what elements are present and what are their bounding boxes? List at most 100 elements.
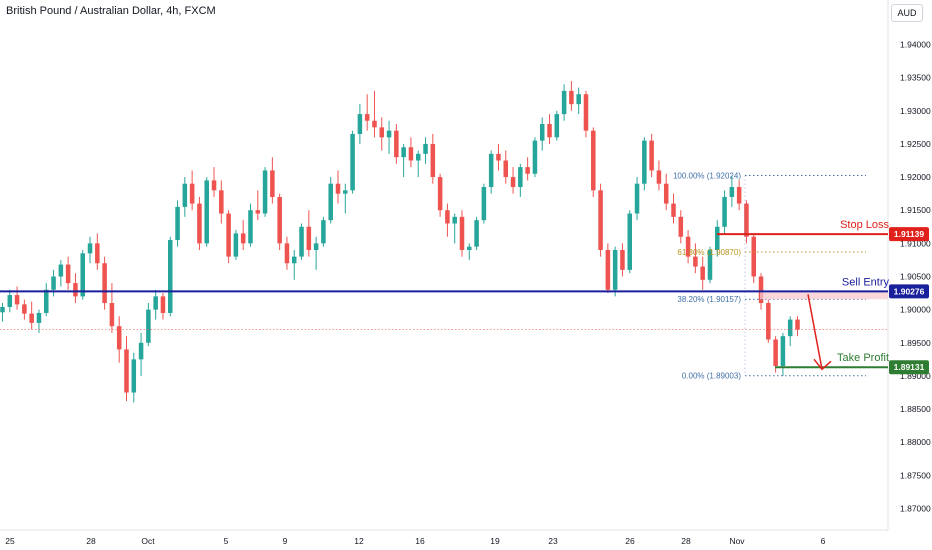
y-tick-label: 1.88500 bbox=[900, 404, 931, 414]
candle-body bbox=[532, 140, 538, 174]
y-tick-label: 1.89500 bbox=[900, 338, 931, 348]
sell-entry-label: Sell Entry bbox=[842, 276, 890, 288]
stop-loss-badge bbox=[889, 227, 929, 242]
candle-body bbox=[153, 296, 158, 310]
candle-body bbox=[189, 183, 195, 204]
candle-body bbox=[715, 226, 720, 250]
candle-body bbox=[525, 167, 530, 174]
price-axis: 1.94000 1.93500 1.93000 1.92500 1.92000 1.915… bbox=[887, 0, 931, 530]
candle-body bbox=[138, 342, 144, 360]
candle-body bbox=[700, 266, 705, 280]
candle-body bbox=[474, 220, 479, 247]
candle-body bbox=[744, 203, 749, 237]
candle-body bbox=[321, 220, 326, 244]
fib-level-label: 61.80% (1.90870) bbox=[677, 248, 741, 257]
candle-body bbox=[87, 243, 93, 254]
chart-title: British Pound / Australian Dollar, 4h, F… bbox=[6, 5, 216, 17]
y-tick-label: 1.91000 bbox=[900, 238, 931, 248]
candlesticks bbox=[0, 80, 800, 403]
x-tick-label: 19 bbox=[490, 536, 500, 546]
candle-body bbox=[299, 226, 304, 257]
x-tick-label: Nov bbox=[729, 536, 745, 546]
candle-body bbox=[795, 319, 800, 330]
candle-body bbox=[131, 359, 137, 393]
x-tick-label: 28 bbox=[681, 536, 691, 546]
candle-body bbox=[44, 289, 49, 313]
candle-body bbox=[576, 94, 581, 105]
take-profit-badge-text: 1.89131 bbox=[894, 362, 925, 372]
candle-body bbox=[14, 295, 20, 305]
candle-body bbox=[270, 170, 275, 197]
candle-body bbox=[167, 240, 173, 313]
y-tick-label: 1.92000 bbox=[900, 172, 931, 182]
candle-body bbox=[598, 190, 603, 250]
candle-body bbox=[379, 127, 385, 138]
candle-body bbox=[488, 153, 494, 188]
candle-body bbox=[306, 226, 312, 250]
candle-body bbox=[343, 190, 348, 194]
x-tick-label: 16 bbox=[415, 536, 425, 546]
sell-zone bbox=[760, 291, 888, 300]
candle-body bbox=[219, 190, 224, 214]
x-tick-label: Oct bbox=[141, 536, 155, 546]
candle-body bbox=[36, 312, 42, 323]
candle-body bbox=[7, 295, 13, 307]
candle-body bbox=[518, 167, 523, 188]
candle-body bbox=[678, 216, 684, 237]
candle-body bbox=[277, 196, 282, 244]
candle-body bbox=[401, 147, 406, 158]
candle-body bbox=[569, 90, 574, 105]
y-tick-label: 1.94000 bbox=[900, 40, 931, 50]
y-tick-label: 1.88000 bbox=[900, 437, 931, 447]
candle-body bbox=[102, 263, 107, 304]
candle-body bbox=[160, 296, 166, 313]
candle-body bbox=[423, 143, 428, 154]
candle-body bbox=[773, 339, 778, 366]
candle-body bbox=[642, 140, 647, 184]
y-tick-label: 1.90000 bbox=[900, 305, 931, 315]
candle-body bbox=[758, 276, 764, 304]
candle-body bbox=[503, 160, 509, 178]
candle-body bbox=[663, 183, 669, 204]
candle-body bbox=[248, 210, 253, 244]
candle-body bbox=[510, 177, 516, 188]
candle-body bbox=[73, 283, 78, 297]
candle-body bbox=[364, 114, 370, 121]
candle-body bbox=[693, 256, 698, 267]
candle-body bbox=[627, 213, 633, 270]
candle-body bbox=[233, 233, 239, 257]
candle-body bbox=[671, 203, 676, 217]
candle-body bbox=[109, 303, 115, 327]
candle-body bbox=[620, 249, 625, 270]
candle-body bbox=[722, 196, 727, 227]
candle-body bbox=[445, 210, 450, 224]
y-tick-label: 1.93500 bbox=[900, 73, 931, 83]
x-tick-label: 28 bbox=[86, 536, 96, 546]
candle-body bbox=[313, 243, 319, 250]
candle-body bbox=[736, 187, 742, 204]
candle-body bbox=[226, 213, 231, 257]
candle-body bbox=[467, 246, 472, 250]
candle-body bbox=[255, 210, 261, 214]
y-tick-label: 1.87500 bbox=[900, 470, 931, 480]
candle-body bbox=[591, 130, 596, 191]
candle-body bbox=[634, 183, 640, 214]
candle-body bbox=[197, 203, 202, 244]
currency-button[interactable]: AUD bbox=[891, 4, 923, 22]
candle-body bbox=[51, 276, 56, 290]
candle-body bbox=[583, 94, 589, 131]
candle-body bbox=[335, 183, 341, 194]
candle-body bbox=[394, 130, 399, 158]
candle-body bbox=[284, 243, 290, 264]
candle-body bbox=[649, 140, 654, 171]
candle-body bbox=[612, 249, 618, 290]
candle-body bbox=[481, 187, 487, 221]
candle-body bbox=[22, 304, 27, 314]
candle-body bbox=[415, 153, 421, 161]
candle-body bbox=[204, 180, 209, 244]
candle-body bbox=[561, 90, 567, 115]
candle-body bbox=[780, 336, 786, 366]
candle-body bbox=[95, 243, 100, 264]
candle-body bbox=[539, 124, 545, 141]
